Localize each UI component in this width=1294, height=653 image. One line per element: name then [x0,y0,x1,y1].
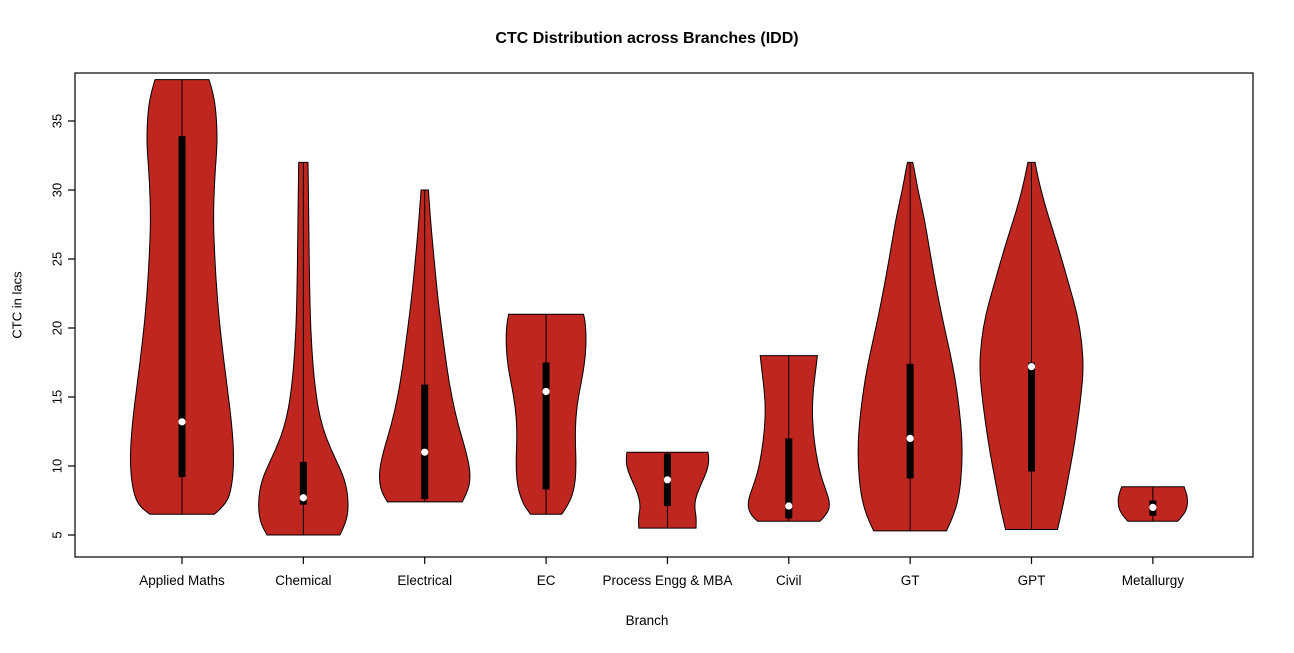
iqr-box-6 [906,363,914,479]
median-dot-3 [542,387,550,396]
x-tick-label: EC [537,573,556,588]
median-dot-7 [1027,363,1036,371]
median-dot-6 [906,434,914,442]
iqr-box-5 [785,438,793,519]
y-tick-label: 25 [49,252,64,266]
iqr-box-3 [542,362,550,490]
iqr-box-0 [178,136,186,478]
x-tick-label: GT [901,573,920,588]
x-tick-label: GPT [1018,573,1046,588]
x-axis-label: Branch [625,613,669,628]
x-tick-label: Process Engg & MBA [603,573,733,588]
x-tick-label: Metallurgy [1122,573,1185,588]
y-tick-label: 5 [49,531,64,538]
plot-border [74,72,1254,558]
median-dot-5 [785,502,793,510]
median-dot-2 [421,448,429,456]
median-dot-8 [1149,503,1157,511]
x-tick-label: Electrical [397,573,452,588]
y-tick-label: 15 [49,390,64,404]
iqr-box-2 [421,384,429,500]
median-dot-0 [178,418,186,426]
median-dot-1 [299,494,307,502]
iqr-box-1 [299,461,307,505]
y-tick-label: 10 [49,459,64,473]
chart-title: CTC Distribution across Branches (IDD) [495,30,799,47]
x-tick-label: Civil [776,573,802,588]
y-tick-label: 35 [49,114,64,128]
x-tick-label: Applied Maths [139,573,225,588]
iqr-box-7 [1027,362,1035,472]
y-tick-label: 30 [49,183,64,197]
y-tick-label: 20 [49,321,64,335]
x-tick-label: Chemical [275,573,331,588]
median-dot-4 [663,476,672,484]
